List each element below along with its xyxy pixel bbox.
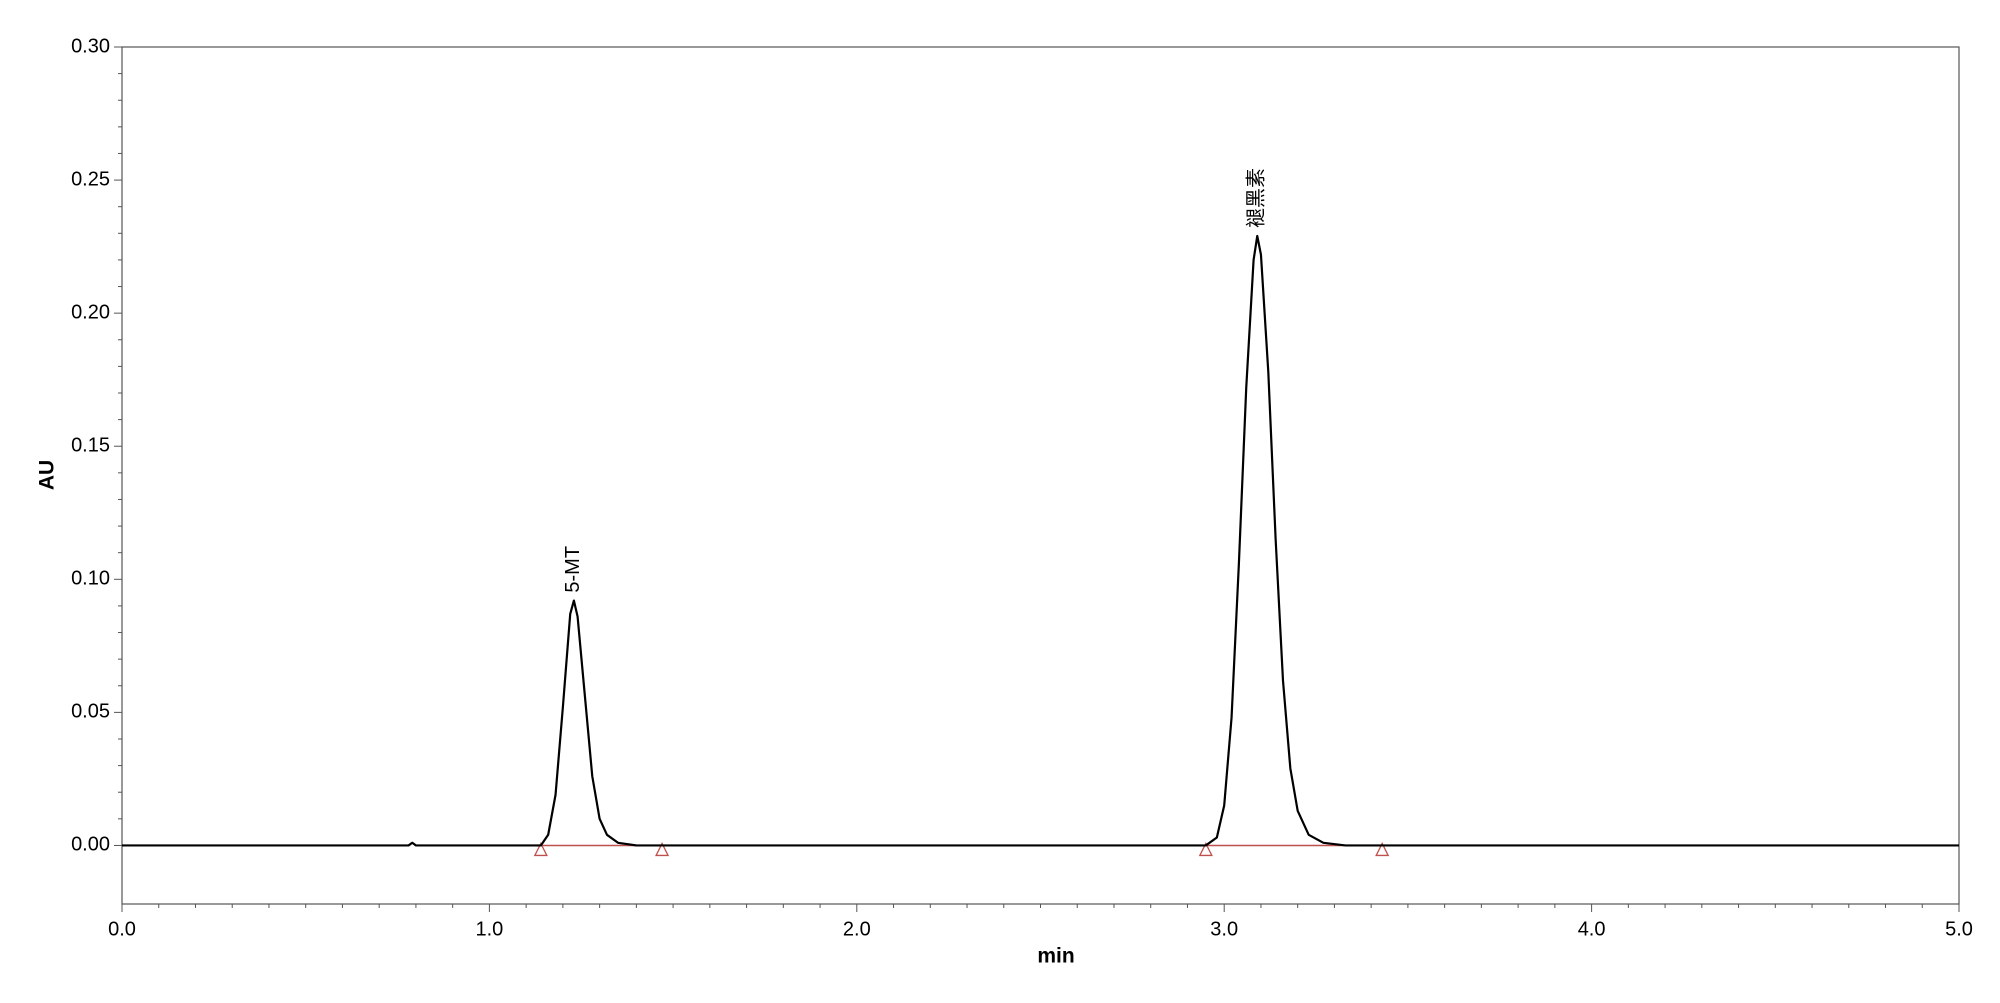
integration-marker xyxy=(1198,841,1213,857)
x-tick-label: 4.0 xyxy=(1578,918,1606,940)
y-tick-label: 0.15 xyxy=(71,435,110,457)
x-tick-label: 1.0 xyxy=(475,918,503,940)
integration-marker xyxy=(1375,841,1390,857)
integration-marker xyxy=(655,841,670,857)
peak-label: 褪黑素 xyxy=(1245,168,1268,228)
peak-label: 5-MT xyxy=(562,546,584,593)
y-tick-label: 0.20 xyxy=(71,301,110,323)
integration-marker xyxy=(533,841,548,857)
y-tick-label: 0.05 xyxy=(71,701,110,723)
y-tick-label: 0.10 xyxy=(71,568,110,590)
y-tick-label: 0.00 xyxy=(71,834,110,856)
y-axis-title: AU xyxy=(36,460,59,490)
y-tick-label: 0.30 xyxy=(71,35,110,57)
plot-frame xyxy=(121,46,1960,905)
x-tick-label: 3.0 xyxy=(1210,918,1238,940)
x-tick-label: 2.0 xyxy=(843,918,871,940)
trace-line xyxy=(122,234,1959,847)
x-axis-title: min xyxy=(1037,945,1074,968)
x-tick-label: 0.0 xyxy=(108,918,136,940)
x-tick-label: 5.0 xyxy=(1945,918,1973,940)
y-tick-label: 0.25 xyxy=(71,168,110,190)
